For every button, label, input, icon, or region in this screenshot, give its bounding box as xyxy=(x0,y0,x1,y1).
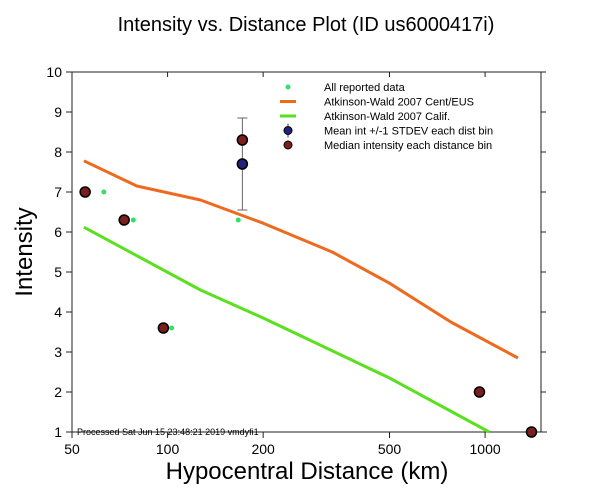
y-tick-label: 8 xyxy=(54,144,62,160)
median-intensity-point xyxy=(525,426,538,438)
median-intensity-point xyxy=(236,134,249,146)
reported-data-point xyxy=(169,325,175,331)
y-tick-label: 10 xyxy=(46,64,62,80)
series-line xyxy=(83,225,490,434)
series-line xyxy=(83,159,519,360)
y-tick-label: 1 xyxy=(54,424,62,440)
reported-data-point xyxy=(101,189,107,195)
legend-swatch-median xyxy=(283,140,293,150)
x-tick-label: 500 xyxy=(378,441,402,457)
reported-data-point xyxy=(130,217,136,223)
legend-label: Median intensity each distance bin xyxy=(324,140,492,152)
legend-swatch-mean xyxy=(283,126,293,135)
legend: All reported data Atkinson-Wald 2007 Cent… xyxy=(280,82,493,152)
median-intensity-point xyxy=(79,186,91,198)
data-marks xyxy=(79,117,538,438)
legend-swatch-reported xyxy=(285,84,291,90)
y-tick-label: 9 xyxy=(54,104,62,120)
median-intensity-point xyxy=(118,214,130,226)
processed-footnote: Processed Sat Jun 15 23:48:21 2019 vmdyf… xyxy=(77,427,259,437)
median-intensity-point xyxy=(473,386,486,398)
median-intensity-point xyxy=(157,322,170,334)
axes: 50 100 200 500 1000 1 2 3 4 5 6 7 8 9 10 xyxy=(46,64,547,457)
mean-intensity-point xyxy=(236,158,249,170)
legend-label: All reported data xyxy=(324,82,406,94)
x-tick-label: 1000 xyxy=(470,441,501,457)
y-tick-label: 7 xyxy=(54,184,62,200)
legend-label: Atkinson-Wald 2007 Cent/EUS xyxy=(324,97,474,109)
y-tick-label: 3 xyxy=(54,344,62,360)
x-tick-label: 200 xyxy=(251,441,275,457)
chart-title: Intensity vs. Distance Plot (ID us600041… xyxy=(117,14,495,36)
y-tick-label: 2 xyxy=(54,384,62,400)
y-tick-label: 6 xyxy=(54,224,62,240)
y-tick-label: 5 xyxy=(54,264,62,280)
reported-data-point xyxy=(235,217,241,223)
y-tick-label: 4 xyxy=(54,304,62,320)
legend-label: Mean int +/-1 STDEV each dist bin xyxy=(324,126,493,138)
x-tick-label: 100 xyxy=(156,441,180,457)
legend-label: Atkinson-Wald 2007 Calif. xyxy=(324,111,450,123)
x-axis-label: Hypocentral Distance (km) xyxy=(165,458,449,485)
x-tick-label: 50 xyxy=(64,441,80,457)
